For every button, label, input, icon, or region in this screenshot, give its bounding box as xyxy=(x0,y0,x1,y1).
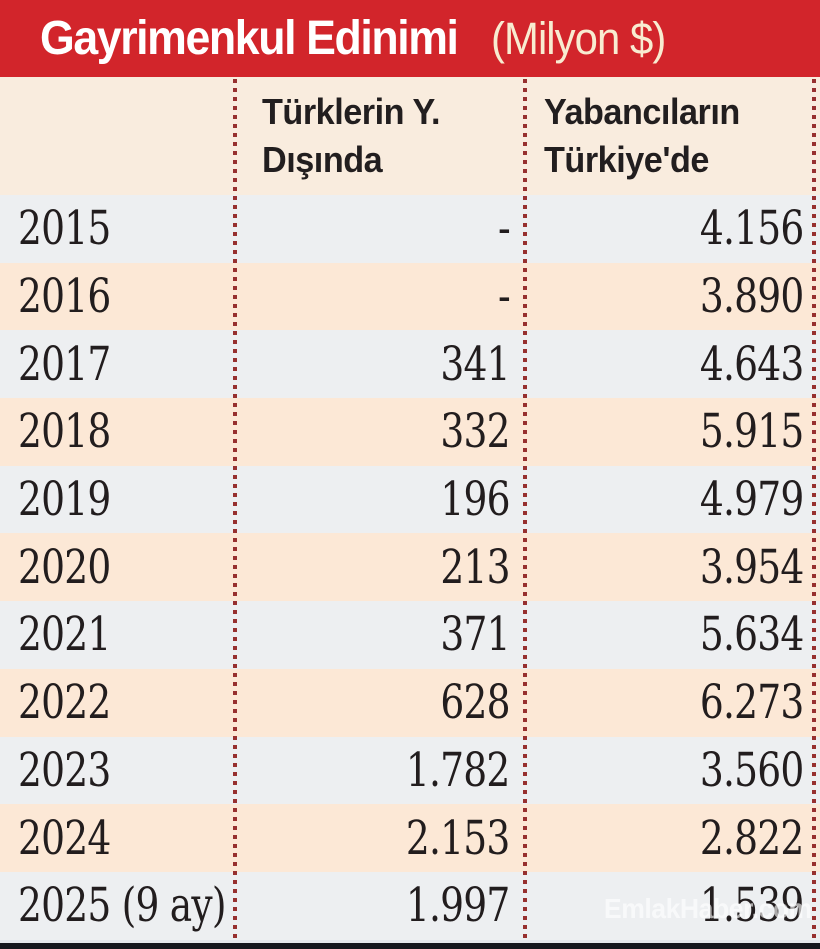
abroad-value-cell: 2.153 xyxy=(406,810,510,866)
abroad-value-cell: - xyxy=(498,201,511,257)
year-cell: 2022 xyxy=(18,675,111,731)
column-divider-right-edge xyxy=(812,79,816,940)
table-row: 2023 1.782 3.560 xyxy=(0,736,820,805)
turkiye-value-cell: 4.979 xyxy=(700,472,804,528)
column-header-turkiye: Yabancıların Türkiye'de xyxy=(526,77,820,195)
chart-title: Gayrimenkul Edinimi xyxy=(40,12,459,65)
column-header-abroad-line1: Türklerin Y. xyxy=(262,91,441,133)
year-cell: 2019 xyxy=(18,472,111,528)
table-row: 2022 628 6.273 xyxy=(0,668,820,737)
year-cell: 2023 xyxy=(18,742,111,798)
table-row: 2017 341 4.643 xyxy=(0,330,820,399)
table-row: 2025 (9 ay) 1.997 1.539 xyxy=(0,871,820,940)
turkiye-value-cell: 6.273 xyxy=(700,675,804,731)
column-header-abroad: Türklerin Y. Dışında xyxy=(236,77,526,195)
year-cell: 2015 xyxy=(18,201,111,257)
column-header-abroad-line2: Dışında xyxy=(262,139,383,180)
table-row: 2024 2.153 2.822 xyxy=(0,804,820,872)
turkiye-value-cell: 4.643 xyxy=(700,336,804,392)
year-cell: 2024 xyxy=(18,810,111,866)
year-column-header xyxy=(0,77,236,195)
turkiye-value-cell: 3.560 xyxy=(700,742,804,798)
turkiye-value-cell: 5.634 xyxy=(700,607,804,663)
abroad-value-cell: - xyxy=(498,269,511,325)
bottom-dark-bar xyxy=(0,943,820,949)
title-bar: Gayrimenkul Edinimi (Milyon $) xyxy=(0,0,820,77)
table-row: 2021 371 5.634 xyxy=(0,601,820,669)
column-header-turkiye-line2: Türkiye'de xyxy=(544,139,709,180)
year-cell: 2017 xyxy=(18,336,111,392)
turkiye-value-cell: 4.156 xyxy=(700,201,804,257)
year-cell: 2025 (9 ay) xyxy=(18,878,227,934)
turkiye-value-cell: 2.822 xyxy=(700,810,804,866)
year-cell: 2021 xyxy=(18,607,111,663)
table-body: 2015 - 4.156 2016 - 3.890 2017 341 4.643 2018 332 5… xyxy=(0,195,820,940)
turkiye-value-cell: 1.539 xyxy=(700,878,804,934)
abroad-value-cell: 371 xyxy=(440,607,511,663)
column-header-turkiye-line1: Yabancıların xyxy=(544,91,740,133)
year-cell: 2020 xyxy=(18,539,111,595)
bottom-light-strip xyxy=(0,940,820,943)
year-cell: 2016 xyxy=(18,269,111,325)
table-row: 2019 196 4.979 xyxy=(0,465,820,534)
turkiye-value-cell: 3.890 xyxy=(700,269,804,325)
column-divider-1 xyxy=(233,79,237,940)
column-header-row: Türklerin Y. Dışında Yabancıların Türkiy… xyxy=(0,77,820,195)
watermark: EmlakHaber.com xyxy=(604,893,812,924)
abroad-value-cell: 196 xyxy=(440,472,511,528)
abroad-value-cell: 332 xyxy=(440,404,511,460)
abroad-value-cell: 341 xyxy=(440,336,511,392)
table-row: 2018 332 5.915 xyxy=(0,398,820,466)
chart-unit-label: (Milyon $) xyxy=(490,12,666,64)
turkiye-value-cell: 5.915 xyxy=(700,404,804,460)
abroad-value-cell: 628 xyxy=(440,675,511,731)
abroad-value-cell: 213 xyxy=(440,539,511,595)
table-row: 2016 - 3.890 xyxy=(0,262,820,331)
abroad-value-cell: 1.782 xyxy=(406,742,510,798)
table-row: 2015 - 4.156 xyxy=(0,195,820,263)
abroad-value-cell: 1.997 xyxy=(406,878,510,934)
column-divider-2 xyxy=(523,79,527,940)
year-cell: 2018 xyxy=(18,404,111,460)
turkiye-value-cell: 3.954 xyxy=(700,539,804,595)
table-row: 2020 213 3.954 xyxy=(0,533,820,602)
